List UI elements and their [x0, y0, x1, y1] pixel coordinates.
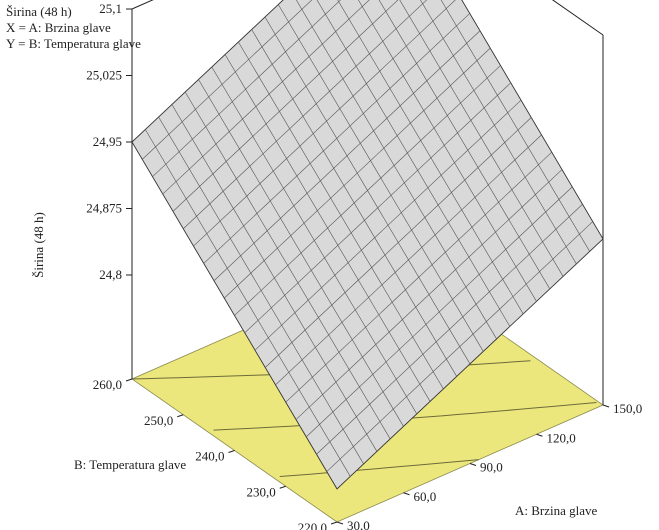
axis-ticks: 30,0 60,0 90,0 120,0 150,0 220,0 230,0 240,0 250… — [86, 1, 642, 530]
y-tick-mark — [330, 521, 338, 525]
y-tick-label: 240,0 — [195, 449, 224, 464]
x-tick-label: 90,0 — [480, 460, 503, 475]
z-tick-label: 25,1 — [99, 1, 122, 16]
y-tick-label: 250,0 — [144, 413, 173, 428]
y-tick-label: 230,0 — [247, 484, 276, 499]
mesh-line-x — [440, 0, 590, 252]
mesh-line-y — [224, 47, 491, 299]
x-tick-label: 30,0 — [347, 518, 370, 530]
x-tick-mark — [336, 521, 344, 525]
mesh-line-y — [142, 0, 313, 160]
z-tick-label: 25,025 — [86, 68, 122, 83]
z-axis-label: Širina (48 h) — [31, 212, 46, 278]
header-response: Širina (48 h) — [6, 4, 72, 19]
header-y-factor: Y = B: Temperatura glave — [6, 36, 141, 51]
mesh-line-y — [152, 0, 341, 177]
mesh-line-y — [172, 0, 399, 212]
mesh-line-x — [278, 4, 484, 352]
mesh-line-x — [295, 0, 497, 340]
mesh-line-y — [193, 0, 456, 247]
y-tick-mark — [279, 485, 286, 489]
y-tick-mark — [177, 414, 184, 418]
y-tick-mark — [228, 450, 235, 453]
contour-line — [279, 459, 479, 477]
mesh-line-y — [162, 0, 370, 195]
response-surface — [131, 0, 604, 490]
mesh-line-x — [337, 0, 524, 315]
mesh-line-y — [213, 30, 481, 281]
mesh-line-y — [203, 13, 470, 264]
x-axis-label: A: Brzina glave — [515, 503, 598, 518]
mesh-line-x — [358, 0, 537, 302]
y-tick-label: 220,0 — [298, 520, 327, 530]
mesh-line-x — [420, 0, 577, 265]
mesh-line-x — [316, 0, 511, 327]
z-tick-label: 24,95 — [93, 134, 122, 149]
y-tick-mark — [125, 378, 133, 382]
header-x-factor: X = A: Brzina glave — [6, 20, 111, 35]
mesh-line-x — [399, 0, 564, 277]
mesh-line-x — [378, 0, 551, 290]
x-tick-mark — [536, 433, 543, 437]
x-tick-label: 60,0 — [414, 489, 437, 504]
x-tick-mark — [469, 463, 477, 466]
z-tick-label: 24,8 — [99, 267, 122, 282]
mesh-line-y — [234, 65, 501, 316]
mesh-line-y — [183, 0, 428, 229]
x-tick-label: 150,0 — [613, 401, 642, 416]
z-tick-label: 24,875 — [86, 201, 122, 216]
x-tick-label: 120,0 — [547, 430, 576, 445]
y-tick-label: 260,0 — [93, 377, 122, 392]
y-axis-label: B: Temperatura glave — [74, 457, 186, 472]
x-tick-mark — [403, 492, 410, 496]
x-tick-mark — [602, 404, 610, 408]
